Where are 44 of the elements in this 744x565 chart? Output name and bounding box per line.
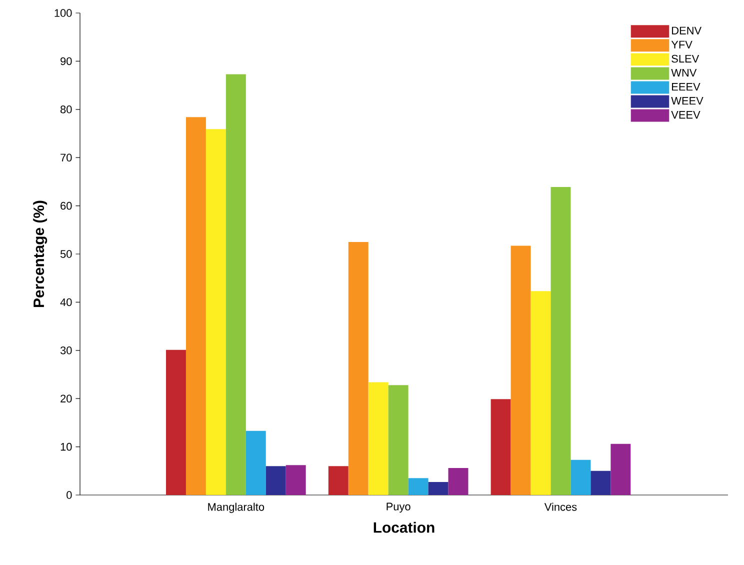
bar [186,117,206,495]
bar [206,129,226,495]
legend-label: SLEV [672,54,700,63]
bar [266,466,286,495]
y-tick-label: 10 [60,442,72,451]
bar [610,444,631,495]
y-tick-label: 20 [60,394,72,402]
bar [490,399,511,495]
y-tick-label: 80 [60,106,72,114]
legend-label: WNV [671,68,697,77]
legend-label: YFV [671,40,692,48]
bar [428,482,448,495]
bar [226,74,246,495]
y-tick-label: 0 [66,491,72,499]
bar [348,242,368,495]
x-tick-label: Vinces [544,502,577,511]
bar [550,187,571,495]
y-tick-label: 70 [60,154,72,162]
x-tick-label: Manglaralto [208,502,264,513]
bar [166,350,186,495]
y-tick-label: 50 [60,250,72,258]
legend-label: VEEV [671,111,700,119]
bar [570,460,591,495]
bar [368,382,388,495]
y-tick-label: 30 [60,346,72,354]
legend-label: EEEV [672,83,700,91]
bar [510,246,531,495]
y-tick-label: 40 [60,298,72,306]
bar [328,466,348,495]
legend-label: WEEV [671,97,704,105]
bar [530,291,551,495]
x-axis-title: Location [374,522,434,533]
bar [448,468,468,495]
bar [590,470,611,495]
y-tick-label: 60 [60,202,72,210]
bar [388,385,408,495]
bar [246,430,266,495]
y-tick-label: 90 [60,57,72,66]
legend-label: DENV [672,26,702,34]
y-tick-label: 100 [54,9,72,17]
bar [286,465,306,495]
x-tick-label: Puyo [386,502,410,513]
bar [408,478,428,495]
y-axis-title: Percentage (%) [33,200,48,307]
